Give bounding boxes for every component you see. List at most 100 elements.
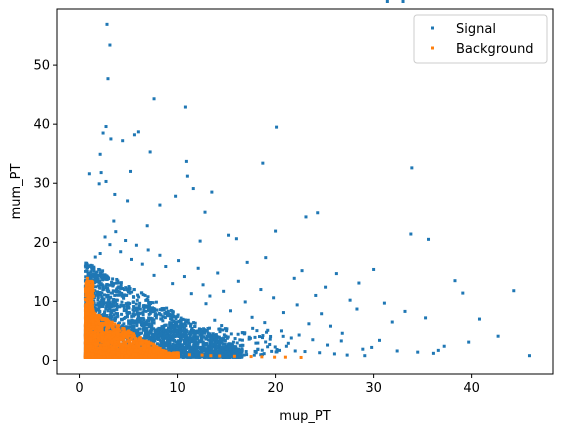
scatter-point: [240, 331, 244, 335]
scatter-point: [184, 159, 188, 163]
scatter-point: [155, 308, 159, 312]
scatter-point: [207, 333, 211, 337]
scatter-point: [170, 315, 174, 319]
scatter-point: [161, 349, 165, 353]
scatter-point: [125, 314, 129, 318]
scatter-point: [159, 341, 163, 345]
scatter-point: [275, 350, 279, 354]
scatter-point: [175, 315, 179, 319]
scatter-point: [118, 305, 122, 309]
scatter-point: [95, 275, 99, 279]
scatter-point: [251, 326, 255, 330]
scatter-point: [160, 308, 164, 312]
scatter-point: [240, 338, 244, 342]
scatter-point: [98, 271, 102, 275]
scatter-point: [212, 345, 216, 349]
scatter-point: [270, 349, 274, 353]
scatter-point: [247, 335, 251, 339]
scatter-point: [206, 354, 210, 358]
scatter-point: [102, 287, 106, 291]
scatter-point: [96, 322, 100, 326]
scatter-point: [233, 345, 237, 349]
scatter-point: [101, 275, 105, 279]
scatter-point: [238, 353, 242, 357]
scatter-point: [192, 339, 196, 343]
scatter-point: [116, 322, 120, 326]
scatter-point: [98, 279, 102, 283]
scatter-point: [119, 281, 123, 285]
scatter-point: [110, 315, 114, 319]
scatter-point: [187, 345, 191, 349]
scatter-point: [121, 327, 125, 331]
scatter-point: [135, 311, 139, 315]
scatter-point: [133, 313, 137, 317]
scatter-point: [193, 324, 197, 328]
scatter-point: [214, 333, 218, 337]
scatter-point: [183, 345, 187, 349]
scatter-point: [223, 327, 227, 331]
scatter-point: [132, 288, 136, 292]
scatter-point: [410, 166, 414, 170]
scatter-point: [141, 293, 145, 297]
scatter-point: [105, 277, 109, 281]
scatter-point: [224, 335, 228, 339]
scatter-point: [118, 293, 122, 297]
scatter-point: [125, 288, 129, 292]
scatter-point: [104, 125, 108, 129]
scatter-point: [175, 329, 179, 333]
scatter-point: [159, 313, 163, 317]
scatter-point: [86, 272, 90, 276]
scatter-point: [233, 337, 237, 341]
scatter-point: [254, 351, 258, 355]
scatter-point: [104, 275, 108, 279]
scatter-point: [120, 304, 124, 308]
scatter-point: [227, 344, 231, 348]
scatter-point: [300, 269, 304, 273]
scatter-point: [133, 337, 137, 341]
scatter-point: [527, 354, 531, 358]
scatter-point: [198, 239, 202, 243]
scatter-point: [204, 302, 208, 306]
scatter-point: [334, 272, 338, 276]
scatter-point: [196, 350, 200, 354]
scatter-point: [118, 286, 122, 290]
scatter-point: [173, 338, 177, 342]
scatter-point: [121, 324, 125, 328]
scatter-point: [125, 293, 129, 297]
scatter-point: [155, 331, 159, 335]
scatter-point: [137, 327, 141, 331]
scatter-point: [86, 274, 90, 278]
scatter-point: [132, 306, 136, 310]
scatter-point: [213, 318, 217, 322]
scatter-point: [236, 279, 240, 283]
scatter-point: [160, 336, 164, 340]
scatter-point: [152, 318, 156, 322]
scatter-point: [131, 342, 135, 346]
scatter-point: [218, 330, 222, 334]
scatter-point: [123, 326, 127, 330]
scatter-point: [126, 336, 130, 340]
scatter-point: [98, 300, 102, 304]
scatter-point: [192, 355, 196, 359]
scatter-point: [119, 250, 123, 254]
scatter-point: [234, 237, 238, 241]
scatter-point: [111, 284, 115, 288]
scatter-point: [176, 331, 180, 335]
scatter-point: [106, 301, 110, 305]
scatter-point: [158, 253, 162, 257]
scatter-point: [94, 271, 98, 275]
scatter-point: [105, 287, 109, 291]
scatter-point: [194, 329, 198, 333]
scatter-point: [162, 306, 166, 310]
scatter-point: [261, 334, 265, 338]
scatter-point: [122, 335, 126, 339]
scatter-point: [227, 355, 231, 359]
scatter-point: [204, 352, 208, 356]
scatter-point: [265, 330, 269, 334]
scatter-point: [151, 301, 155, 305]
scatter-point: [127, 321, 131, 325]
scatter-point: [140, 337, 144, 341]
scatter-point: [228, 347, 232, 351]
scatter-point: [236, 332, 240, 336]
scatter-point: [155, 342, 159, 346]
